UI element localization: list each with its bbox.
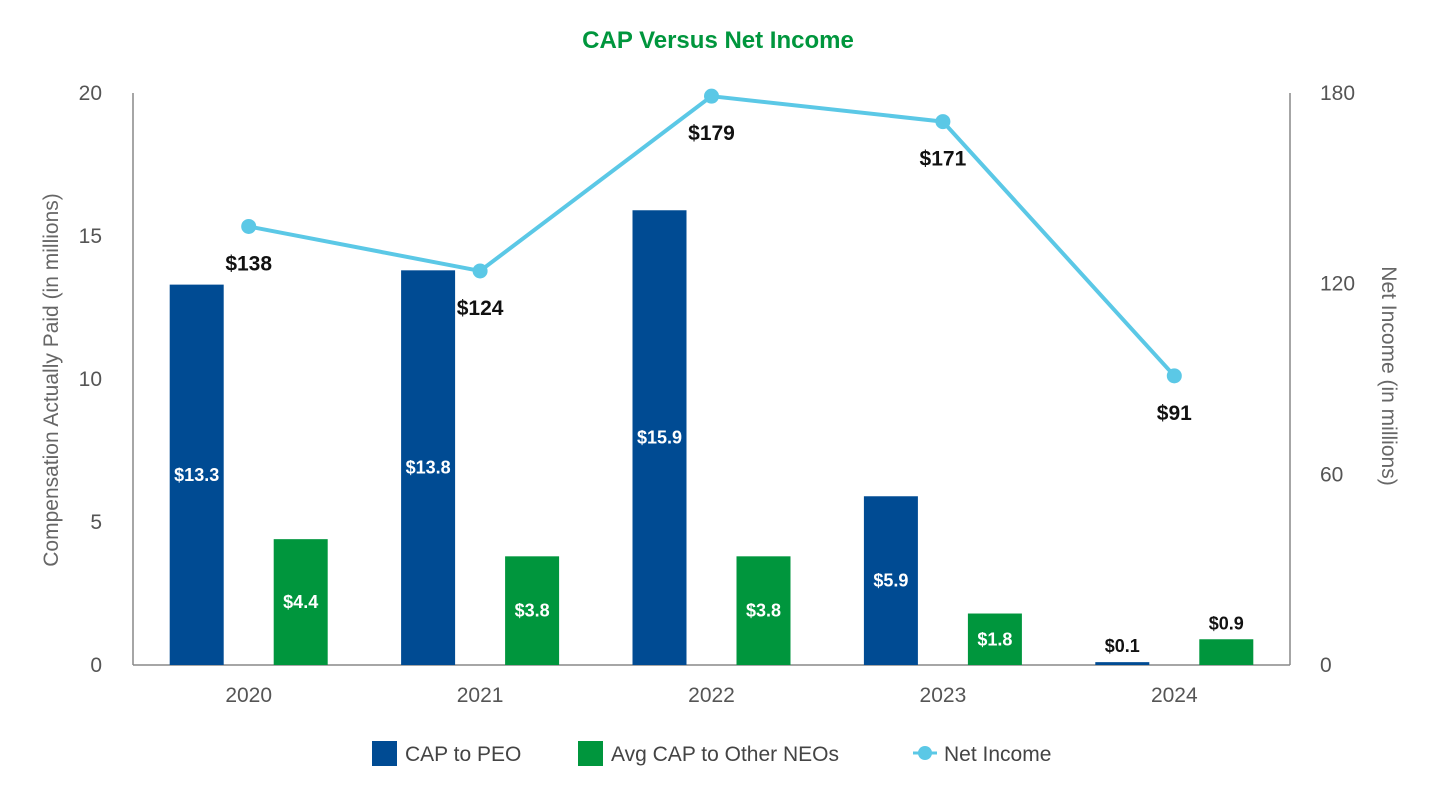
bar-cap-to-peo-2021 bbox=[401, 270, 456, 665]
bar-data-label: $4.4 bbox=[283, 592, 318, 612]
legend-label-cap-to-peo: CAP to PEO bbox=[405, 743, 521, 766]
legend-label-net-income: Net Income bbox=[944, 743, 1051, 766]
bar-data-label: $3.8 bbox=[515, 601, 550, 621]
right-axis-ticks: 0 60 120 180 bbox=[1320, 82, 1355, 677]
bar-series: $13.3 $13.8 $15.9 $5.9 $0.1 $4.4 $3.8 $3.8 $1.8 $… bbox=[169, 210, 1254, 665]
bar-cap-to-peo-2020 bbox=[169, 284, 224, 665]
left-tick-label: 5 bbox=[90, 511, 102, 534]
bar-data-label: $0.9 bbox=[1209, 613, 1244, 633]
bar-data-label: $1.8 bbox=[977, 629, 1012, 649]
right-tick-label: 120 bbox=[1320, 273, 1355, 296]
net-income-point-2021 bbox=[472, 263, 488, 279]
bar-avg-cap-to-other-neos-2022 bbox=[736, 556, 791, 665]
net-income-point-2022 bbox=[704, 88, 719, 104]
left-axis-title: Compensation Actually Paid (in millions) bbox=[40, 193, 63, 567]
net-income-data-label: $138 bbox=[225, 252, 272, 275]
bar-cap-to-peo-2023 bbox=[863, 496, 918, 665]
legend: CAP to PEO Avg CAP to Other NEOs Net Inc… bbox=[372, 741, 1051, 766]
left-axis-ticks: 0 5 10 15 20 bbox=[79, 82, 102, 677]
bar-cap-to-peo-2022 bbox=[632, 210, 687, 665]
x-tick-label: 2024 bbox=[1151, 684, 1198, 707]
net-income-data-label: $124 bbox=[457, 297, 504, 320]
x-axis-ticks: 2020 2021 2022 2023 2024 bbox=[225, 684, 1198, 707]
left-tick-label: 0 bbox=[90, 654, 102, 677]
net-income-point-2020 bbox=[241, 218, 257, 234]
legend-label-avg-cap-other-neos: Avg CAP to Other NEOs bbox=[611, 743, 839, 766]
right-tick-label: 180 bbox=[1320, 82, 1355, 105]
legend-swatch-avg-cap-other-neos bbox=[578, 741, 603, 766]
right-axis-title: Net Income (in millions) bbox=[1377, 266, 1400, 485]
net-income-data-label: $91 bbox=[1157, 402, 1192, 425]
left-tick-label: 15 bbox=[79, 225, 102, 248]
bar-data-label: $3.8 bbox=[746, 601, 781, 621]
net-income-point-2023 bbox=[935, 114, 951, 130]
legend-swatch-net-income-marker bbox=[918, 746, 932, 760]
x-tick-label: 2023 bbox=[920, 684, 967, 707]
bar-data-label: $5.9 bbox=[873, 571, 908, 591]
bar-data-label: $15.9 bbox=[637, 428, 682, 448]
net-income-data-label: $179 bbox=[688, 122, 735, 145]
x-tick-label: 2022 bbox=[688, 684, 735, 707]
chart-title: CAP Versus Net Income bbox=[582, 27, 854, 54]
bar-avg-cap-to-other-neos-2024 bbox=[1199, 639, 1254, 665]
left-tick-label: 20 bbox=[79, 82, 102, 105]
x-tick-label: 2020 bbox=[225, 684, 272, 707]
bar-avg-cap-to-other-neos-2023 bbox=[967, 613, 1022, 665]
bar-cap-to-peo-2024 bbox=[1095, 662, 1150, 665]
line-series: $138 $124 $179 $171 $91 bbox=[225, 88, 1192, 425]
legend-swatch-cap-to-peo bbox=[372, 741, 397, 766]
left-tick-label: 10 bbox=[79, 368, 102, 391]
bar-data-label: $0.1 bbox=[1105, 636, 1140, 656]
bar-avg-cap-to-other-neos-2021 bbox=[505, 556, 560, 665]
right-tick-label: 0 bbox=[1320, 654, 1332, 677]
bar-data-label: $13.8 bbox=[406, 458, 451, 478]
bar-data-label: $13.3 bbox=[174, 465, 219, 485]
right-tick-label: 60 bbox=[1320, 463, 1343, 486]
net-income-point-2024 bbox=[1166, 368, 1182, 384]
bar-avg-cap-to-other-neos-2020 bbox=[273, 539, 328, 665]
net-income-data-label: $171 bbox=[920, 148, 967, 171]
x-tick-label: 2021 bbox=[457, 684, 504, 707]
